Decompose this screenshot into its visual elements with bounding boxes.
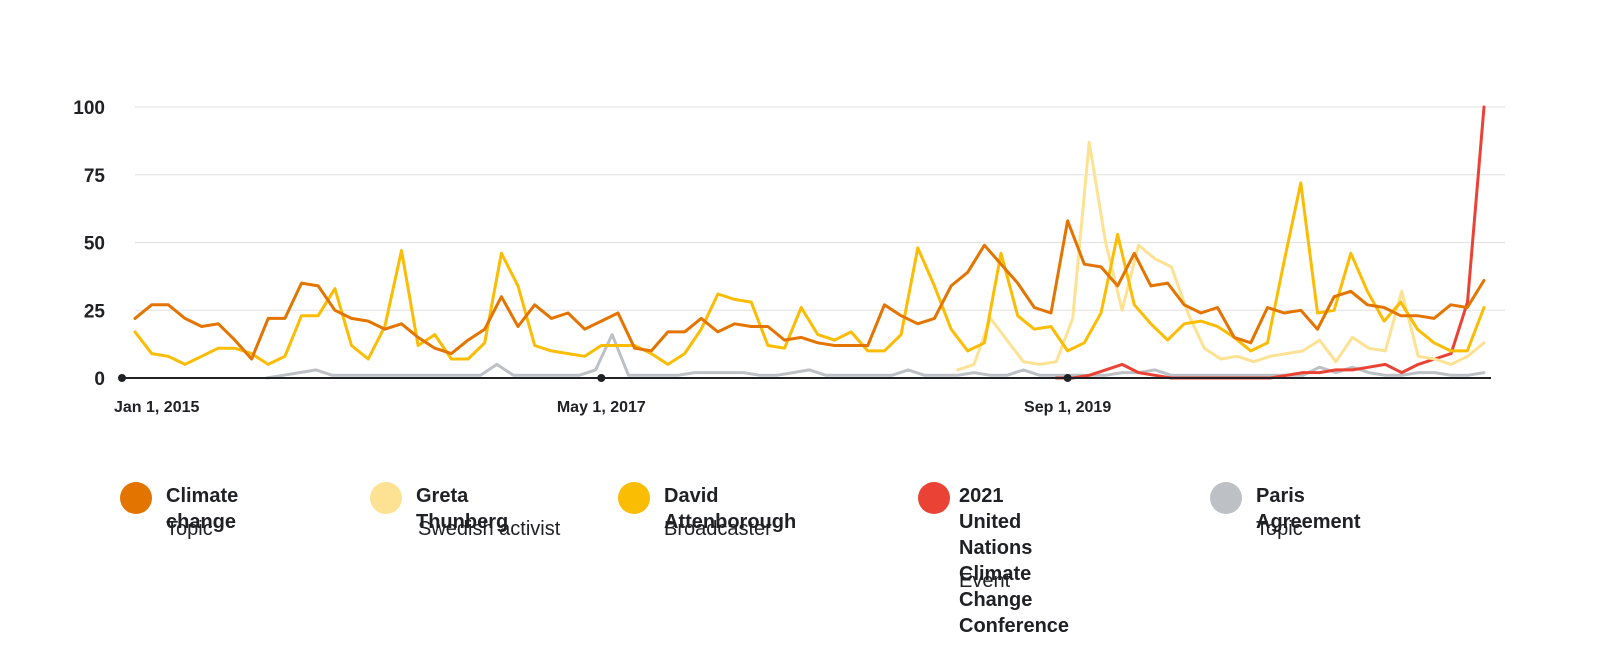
x-tick-mark-0 (118, 374, 126, 382)
x-tick-mark-2 (1063, 374, 1072, 382)
legend-label-paris-agreement: Paris Agreement (1256, 485, 1361, 533)
x-tick-label-2: Sep 1, 2019 (1024, 399, 1111, 416)
legend-label-david-attenborough: David Attenborough (664, 485, 797, 533)
legend-desc-un-climate-conference: Event (959, 570, 1011, 592)
legend-label-un-climate-conference: 2021 United Nations Climate Change Confe… (959, 485, 1070, 637)
legend-swatch-paris-agreement (1210, 482, 1242, 514)
series-line-greta-thunberg (956, 140, 1486, 372)
series-line-david-attenborough (133, 181, 1486, 366)
y-axis-ticks: 100 75 50 25 0 (73, 98, 105, 390)
legend-desc-greta-thunberg: Swedish activist (418, 518, 561, 540)
legend-desc-paris-agreement: Topic (1256, 518, 1303, 540)
y-tick-label-0: 0 (94, 369, 105, 390)
y-tick-label-100: 100 (73, 98, 105, 119)
legend-swatch-greta-thunberg (370, 482, 402, 514)
series-line-climate-change (133, 219, 1486, 361)
x-axis-ticks: Jan 1, 2015 May 1, 2017 Sep 1, 2019 (114, 374, 1111, 416)
legend-label-climate-change: Climate change (166, 485, 239, 533)
legend-swatch-un-climate-conference (918, 482, 950, 514)
line-chart: 100 75 50 25 0 Jan 1, 2015 May 1, 2017 Sep 1, … (73, 98, 1505, 416)
y-tick-label-50: 50 (84, 234, 105, 255)
legend-swatch-david-attenborough (618, 482, 650, 514)
y-tick-label-25: 25 (84, 301, 106, 322)
legend: Climate change Topic Greta Thunberg Swed… (0, 482, 1600, 637)
legend-swatch-climate-change (120, 482, 152, 514)
x-tick-mark-1 (597, 374, 606, 382)
gridlines (135, 106, 1505, 311)
y-tick-label-75: 75 (84, 166, 106, 187)
x-tick-label-0: Jan 1, 2015 (114, 399, 200, 416)
legend-label-greta-thunberg: Greta Thunberg (416, 485, 509, 533)
legend-desc-climate-change: Topic (166, 518, 213, 540)
x-tick-label-1: May 1, 2017 (557, 399, 646, 416)
legend-desc-david-attenborough: Broadcaster (664, 518, 772, 540)
